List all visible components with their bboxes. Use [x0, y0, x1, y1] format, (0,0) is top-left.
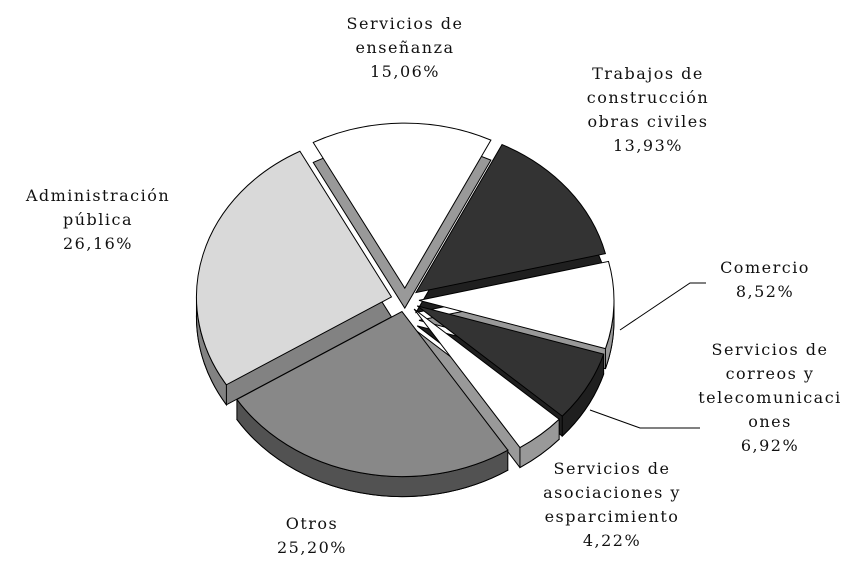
- slice-label: Trabajos de construcción obras civiles 13…: [587, 62, 709, 158]
- category-label: Administración pública: [25, 186, 171, 229]
- value-label: 13,93%: [612, 136, 683, 155]
- value-label: 26,16%: [62, 234, 134, 253]
- leader-line: [619, 282, 706, 331]
- category-label: Servicios de correos y telecomunicaci on…: [698, 340, 842, 431]
- slice: [196, 150, 393, 386]
- slice: [312, 122, 492, 290]
- slice-label: Servicios de asociaciones y esparcimient…: [543, 457, 681, 553]
- slice: [413, 308, 560, 449]
- slice: [414, 143, 607, 294]
- slice: [236, 310, 509, 478]
- slice-label: Servicios de correos y telecomunicaci on…: [698, 338, 842, 458]
- category-label: Servicios de asociaciones y esparcimient…: [543, 459, 681, 526]
- category-label: Otros: [285, 514, 339, 533]
- leader-line: [589, 409, 700, 429]
- slice-label: Administración pública 26,16%: [26, 184, 170, 256]
- slice: [416, 305, 605, 417]
- value-label: 6,92%: [740, 436, 800, 455]
- slice-label: Servicios de enseñanza 15,06%: [347, 12, 464, 84]
- slice-tops: [196, 122, 615, 478]
- slice: [418, 260, 615, 350]
- slice-label: Otros 25,20%: [277, 512, 347, 560]
- slice-label: Comercio 8,52%: [720, 256, 810, 304]
- category-label: Trabajos de construcción obras civiles: [586, 64, 710, 131]
- value-label: 4,22%: [582, 531, 642, 550]
- value-label: 8,52%: [735, 282, 795, 301]
- category-label: Comercio: [720, 258, 810, 277]
- category-label: Servicios de enseñanza: [346, 14, 464, 57]
- value-label: 25,20%: [276, 538, 348, 557]
- value-label: 15,06%: [369, 62, 441, 81]
